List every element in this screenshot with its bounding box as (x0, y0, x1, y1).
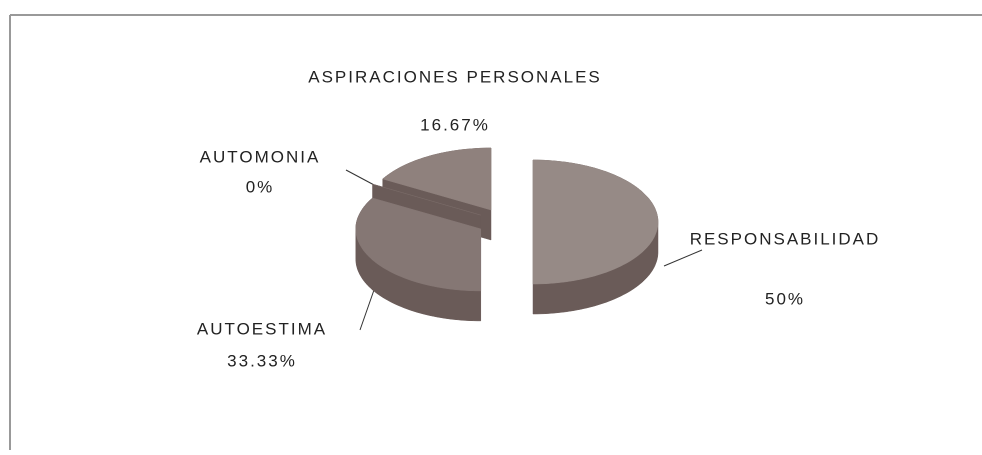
leader-line (345, 169, 377, 187)
slice-value-label: 0% (246, 177, 275, 196)
slice-value-label: 33.33% (227, 351, 297, 370)
slice-label: AUTOMONIA (200, 147, 321, 166)
leader-line (663, 249, 703, 267)
slice-label: RESPONSABILIDAD (690, 229, 881, 248)
slice-value-label: 50% (765, 289, 805, 308)
slice-top (382, 147, 492, 211)
leader-line (359, 289, 375, 331)
slice-value-label: 16.67% (420, 115, 490, 134)
slice-label: ASPIRACIONES PERSONALES (308, 67, 602, 86)
slice-top (372, 183, 481, 216)
slice-top (355, 197, 482, 292)
slice-label: AUTOESTIMA (197, 319, 327, 338)
slice-top (532, 159, 659, 285)
